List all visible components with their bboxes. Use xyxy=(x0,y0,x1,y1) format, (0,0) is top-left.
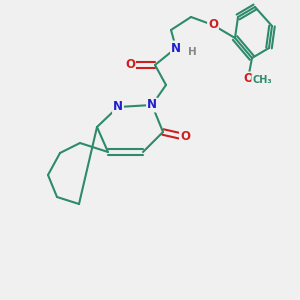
Text: N: N xyxy=(113,100,123,113)
Text: O: O xyxy=(180,130,190,143)
Text: O: O xyxy=(125,58,135,71)
Text: O: O xyxy=(208,19,218,32)
Text: H: H xyxy=(188,47,196,57)
Text: N: N xyxy=(171,41,181,55)
Text: N: N xyxy=(147,98,157,112)
Text: O: O xyxy=(243,73,253,85)
Text: CH₃: CH₃ xyxy=(252,75,272,85)
